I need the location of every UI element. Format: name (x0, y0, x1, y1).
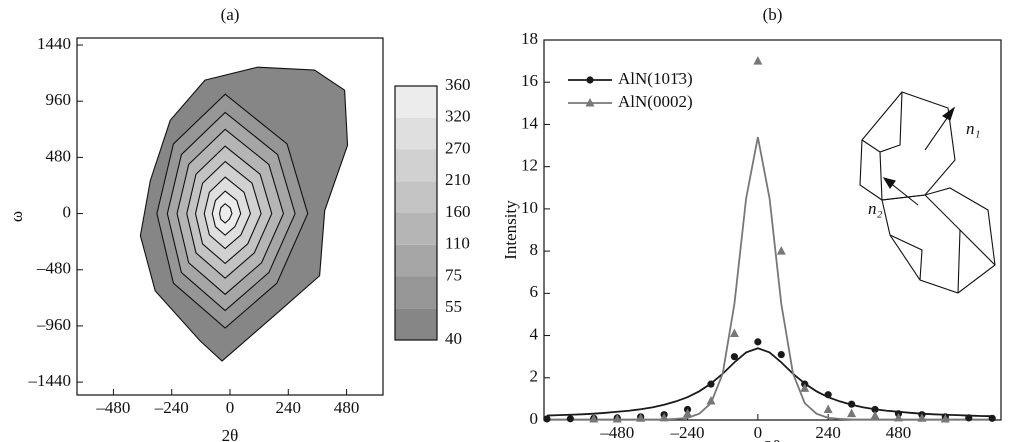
colorbar-label: 160 (445, 202, 471, 221)
crystal-2 (881, 187, 996, 294)
y-tick-label: 4 (530, 324, 539, 343)
y-tick-label: 2 (530, 367, 539, 386)
crystal-1-edge (861, 91, 903, 153)
y-tick-label: 960 (46, 90, 72, 109)
annotation: n₂ (868, 199, 883, 218)
data-point (729, 328, 739, 337)
data-point (870, 410, 880, 420)
colorbar-frame (394, 85, 438, 341)
data-point (636, 413, 646, 422)
fit-line (546, 347, 993, 418)
data-point (800, 383, 810, 392)
colorbar-band (395, 308, 437, 340)
y-tick-label: 8 (530, 240, 539, 259)
legend-label: AlN(0002) (618, 92, 693, 111)
crystal-2-edge (957, 229, 961, 294)
fit-line (546, 136, 993, 421)
arrow-head (882, 177, 896, 190)
colorbar-band (395, 276, 437, 309)
data-point (659, 412, 669, 422)
y-tick-label: –960 (36, 315, 71, 334)
data-point (589, 413, 599, 423)
x-tick-label: –240 (154, 398, 189, 417)
x-tick-label: –240 (670, 423, 705, 442)
colorbar-band (395, 181, 437, 213)
legend-marker (586, 76, 594, 84)
crystal-1 (859, 91, 956, 201)
y-tick-label: 16 (521, 71, 538, 90)
colorbar-label: 75 (445, 265, 462, 284)
data-point (917, 413, 927, 422)
y-axis-label: Intensity (501, 200, 520, 260)
x-axis-label: 2θ (764, 437, 781, 442)
y-axis-label: ω (7, 211, 26, 222)
y-tick-label: 1440 (37, 34, 71, 53)
x-tick-label: 480 (334, 398, 360, 417)
colorbar-label: 320 (445, 107, 471, 126)
data-point (706, 396, 716, 405)
data-point (753, 56, 763, 65)
colorbar-band (395, 149, 437, 182)
data-point (965, 414, 973, 422)
colorbar-band (395, 244, 437, 277)
arrow-head (941, 106, 956, 121)
crystal-2-edge (889, 234, 923, 281)
data-point (543, 415, 551, 423)
data-point (707, 380, 715, 388)
plot-frame (543, 39, 1002, 421)
colorbar-band (395, 86, 437, 118)
legend-label: AlN(101̄3) (618, 69, 693, 88)
inset-crystals (859, 91, 996, 294)
crystal-1-edge (879, 151, 883, 201)
data-point (988, 414, 996, 422)
data-point (847, 408, 857, 418)
y-tick-label: –1440 (28, 371, 72, 390)
x-tick-label: 480 (886, 423, 912, 442)
y-tick-label: 0 (530, 409, 539, 428)
y-tick-label: 18 (521, 29, 538, 48)
y-tick-label: 10 (521, 198, 538, 217)
contour (218, 203, 233, 224)
data-point (683, 408, 693, 418)
data-point (566, 415, 574, 423)
colorbar-label: 360 (445, 75, 471, 94)
colorbar-label: 110 (445, 234, 470, 253)
data-point (730, 353, 739, 361)
annotation: n₁ (966, 119, 980, 138)
chart-title: (b) (763, 5, 783, 24)
x-tick-label: 240 (276, 398, 302, 417)
data-point (612, 413, 622, 423)
x-tick-label: 0 (754, 423, 763, 442)
colorbar-label: 40 (445, 329, 462, 348)
y-tick-label: 14 (521, 113, 539, 132)
x-tick-label: 240 (815, 423, 841, 442)
data-point (823, 404, 833, 413)
y-tick-label: 480 (46, 146, 72, 165)
data-point (847, 400, 856, 408)
data-point (754, 338, 762, 346)
data-point (940, 413, 950, 423)
colorbar-label: 270 (445, 138, 471, 157)
data-point (871, 405, 879, 414)
x-tick-label: –480 (599, 423, 634, 442)
x-tick-label: 0 (226, 398, 235, 417)
data-point (893, 412, 903, 422)
data-point (776, 246, 786, 255)
x-axis-label: 2θ (222, 426, 239, 442)
colorbar-band (395, 117, 437, 150)
data-point (824, 391, 832, 399)
y-tick-label: 12 (521, 156, 538, 175)
x-tick-label: –480 (95, 398, 130, 417)
y-tick-label: –480 (36, 259, 71, 278)
legend-marker (585, 98, 595, 107)
colorbar-band (395, 213, 437, 245)
data-point (777, 350, 785, 359)
y-tick-label: 6 (530, 282, 539, 301)
y-tick-label: 0 (63, 202, 72, 221)
colorbar-label: 210 (445, 170, 471, 189)
chart-title: (a) (221, 5, 240, 24)
colorbar-label: 55 (445, 297, 462, 316)
